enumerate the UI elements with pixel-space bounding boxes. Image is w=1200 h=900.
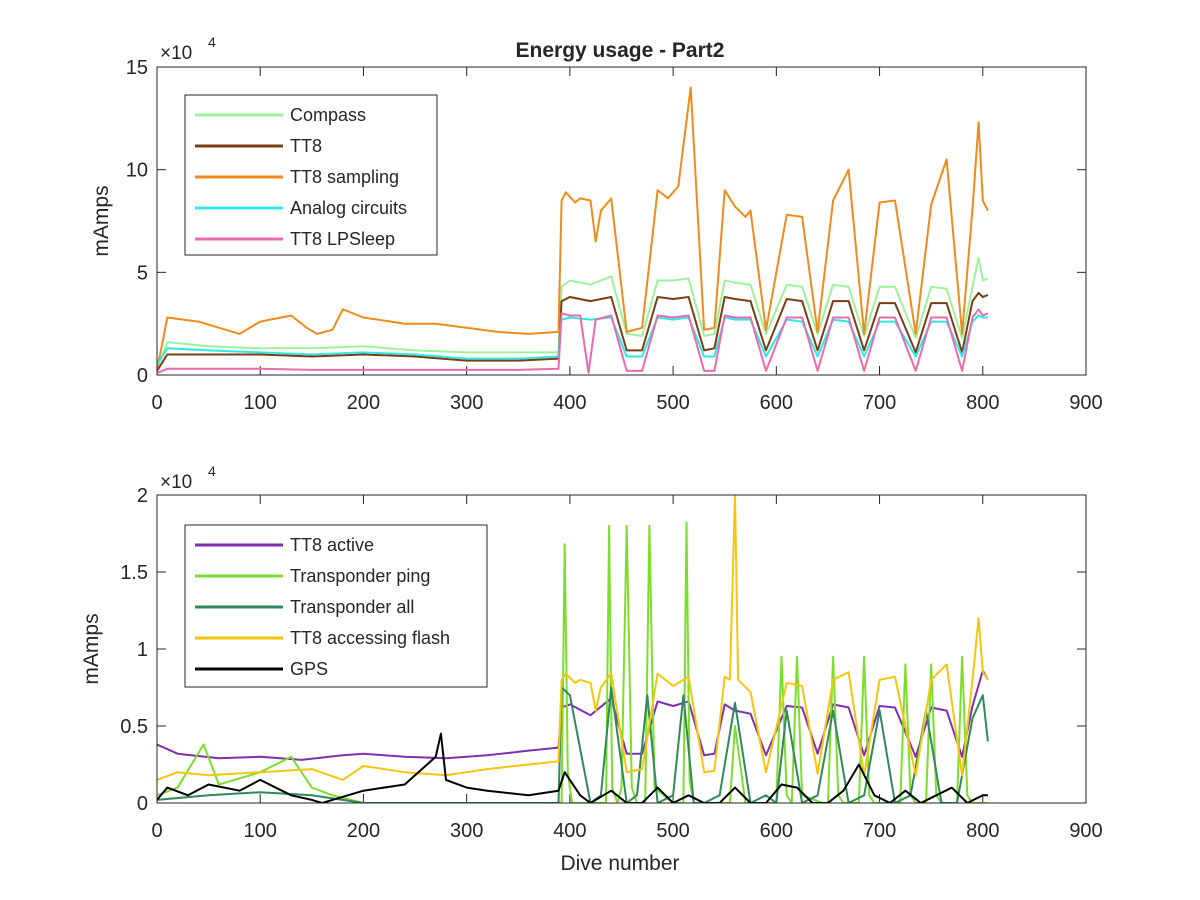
series-line-gps: [157, 732, 988, 803]
bottom-plot-area: [157, 495, 989, 803]
series-line-analog-circuits: [157, 314, 988, 366]
top-legend: Compass TT8 TT8 sampling Analog circuits TT8…: [184, 94, 438, 256]
series-line-transponder-ping: [157, 521, 988, 803]
legend-label: TT8: [290, 136, 322, 156]
y-exponent-power: 4: [208, 463, 216, 479]
y-tick-label: 0: [137, 365, 148, 387]
y-tick-label: 15: [126, 57, 148, 79]
bottom-panel: ×10 4 0 100 200 300 400 500 600 700 800 900 0 0.5 1 1…: [80, 463, 1103, 875]
x-tick-label: 900: [1069, 392, 1102, 414]
y-exponent-label: ×10 4: [160, 34, 216, 64]
series-line-tt8: [157, 291, 989, 372]
bottom-axis-ticks: 0 100 200 300 400 500 600 700 800 900 0 0.5 1 1.5 2: [120, 485, 1103, 842]
x-tick-label: 100: [244, 392, 277, 414]
x-tick-label: 500: [656, 392, 689, 414]
legend-label: TT8 LPSleep: [290, 229, 395, 249]
x-tick-label: 200: [347, 820, 380, 842]
series-line-compass: [157, 257, 989, 370]
x-tick-label: 800: [966, 820, 999, 842]
top-axis-ticks: 0 100 200 300 400 500 600 700 800 900 0 5 10 15: [126, 57, 1103, 414]
x-tick-label: 200: [347, 392, 380, 414]
legend-label: Compass: [290, 105, 366, 125]
x-tick-label: 300: [450, 820, 483, 842]
y-tick-label: 1: [137, 639, 148, 661]
x-tick-label: 100: [244, 820, 277, 842]
bottom-axes-frame: [156, 494, 1087, 804]
x-tick-label: 400: [553, 392, 586, 414]
x-tick-label: 600: [760, 820, 793, 842]
top-axes-frame: [156, 66, 1087, 376]
y-exponent-base: ×10: [160, 472, 192, 493]
top-legend-box: [184, 94, 438, 256]
y-exponent-label-bottom: ×10 4: [160, 463, 216, 493]
legend-label: Transponder ping: [290, 566, 430, 586]
y-exponent-power: 4: [208, 34, 216, 50]
y-tick-label: 0.5: [120, 716, 148, 738]
x-tick-label: 300: [450, 392, 483, 414]
chart-title: Energy usage - Part2: [516, 39, 725, 62]
x-tick-label: 0: [151, 820, 162, 842]
x-tick-label: 500: [656, 820, 689, 842]
top-y-axis-label: mAmps: [90, 185, 113, 256]
y-tick-label: 1.5: [120, 562, 148, 584]
x-tick-label: 0: [151, 392, 162, 414]
bottom-legend: TT8 active Transponder ping Transponder al…: [184, 524, 488, 688]
x-axis-label: Dive number: [560, 852, 679, 875]
y-exponent-base: ×10: [160, 43, 192, 64]
bottom-y-axis-label: mAmps: [80, 613, 103, 684]
x-tick-label: 700: [863, 820, 896, 842]
x-tick-label: 700: [863, 392, 896, 414]
x-tick-label: 600: [760, 392, 793, 414]
series-line-tt8-sampling: [157, 86, 989, 370]
top-panel: Energy usage - Part2 ×10 4 0 100 200 300 400…: [90, 34, 1103, 414]
legend-label: Transponder all: [290, 597, 414, 617]
x-tick-label: 400: [553, 820, 586, 842]
legend-label: TT8 sampling: [290, 167, 399, 187]
y-tick-label: 2: [137, 485, 148, 507]
y-tick-label: 5: [137, 262, 148, 284]
legend-label: Analog circuits: [290, 198, 407, 218]
x-tick-label: 900: [1069, 820, 1102, 842]
legend-label: TT8 accessing flash: [290, 628, 450, 648]
y-tick-label: 10: [126, 160, 148, 182]
y-tick-label: 0: [137, 793, 148, 815]
series-line-tt8-lpsleep: [157, 308, 989, 374]
legend-label: TT8 active: [290, 535, 374, 555]
x-tick-label: 800: [966, 392, 999, 414]
legend-label: GPS: [290, 659, 328, 679]
top-plot-area: [157, 86, 989, 374]
